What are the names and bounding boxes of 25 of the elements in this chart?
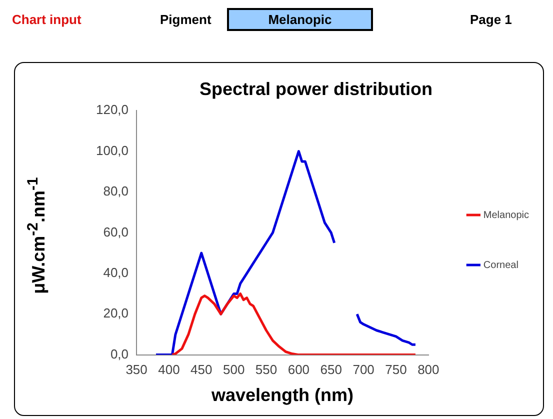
x-tick-label: 700: [352, 362, 374, 378]
x-tick-label: 600: [288, 362, 310, 378]
x-tick-label: 750: [385, 362, 407, 378]
y-tick-label: 40,0: [103, 264, 129, 280]
x-tick-label: 500: [222, 362, 245, 378]
x-tick-label: 400: [158, 362, 180, 378]
x-axis-title: wavelength (nm): [210, 385, 354, 406]
x-tick-label: 450: [190, 362, 212, 378]
y-tick-label: 60,0: [103, 224, 129, 240]
text: Melanopic: [227, 8, 373, 31]
x-tick-label: 800: [418, 362, 440, 378]
y-tick-label: 0,0: [110, 346, 129, 362]
text: Chart input: [12, 12, 82, 27]
legend-label: Corneal: [483, 260, 518, 271]
chart-title: Spectral power distribution: [199, 78, 433, 99]
x-tick-label: 650: [320, 362, 342, 378]
y-tick-label: 100,0: [96, 142, 129, 158]
legend-label: Melanopic: [483, 210, 530, 221]
y-tick-label: 20,0: [103, 306, 129, 321]
y-tick-label: 120,0: [96, 102, 129, 118]
text: Page 1: [470, 12, 512, 27]
text: Pigment: [160, 12, 212, 27]
x-tick-label: 350: [126, 362, 148, 378]
y-tick-label: 80,0: [103, 184, 129, 199]
x-tick-label: 550: [255, 362, 278, 378]
